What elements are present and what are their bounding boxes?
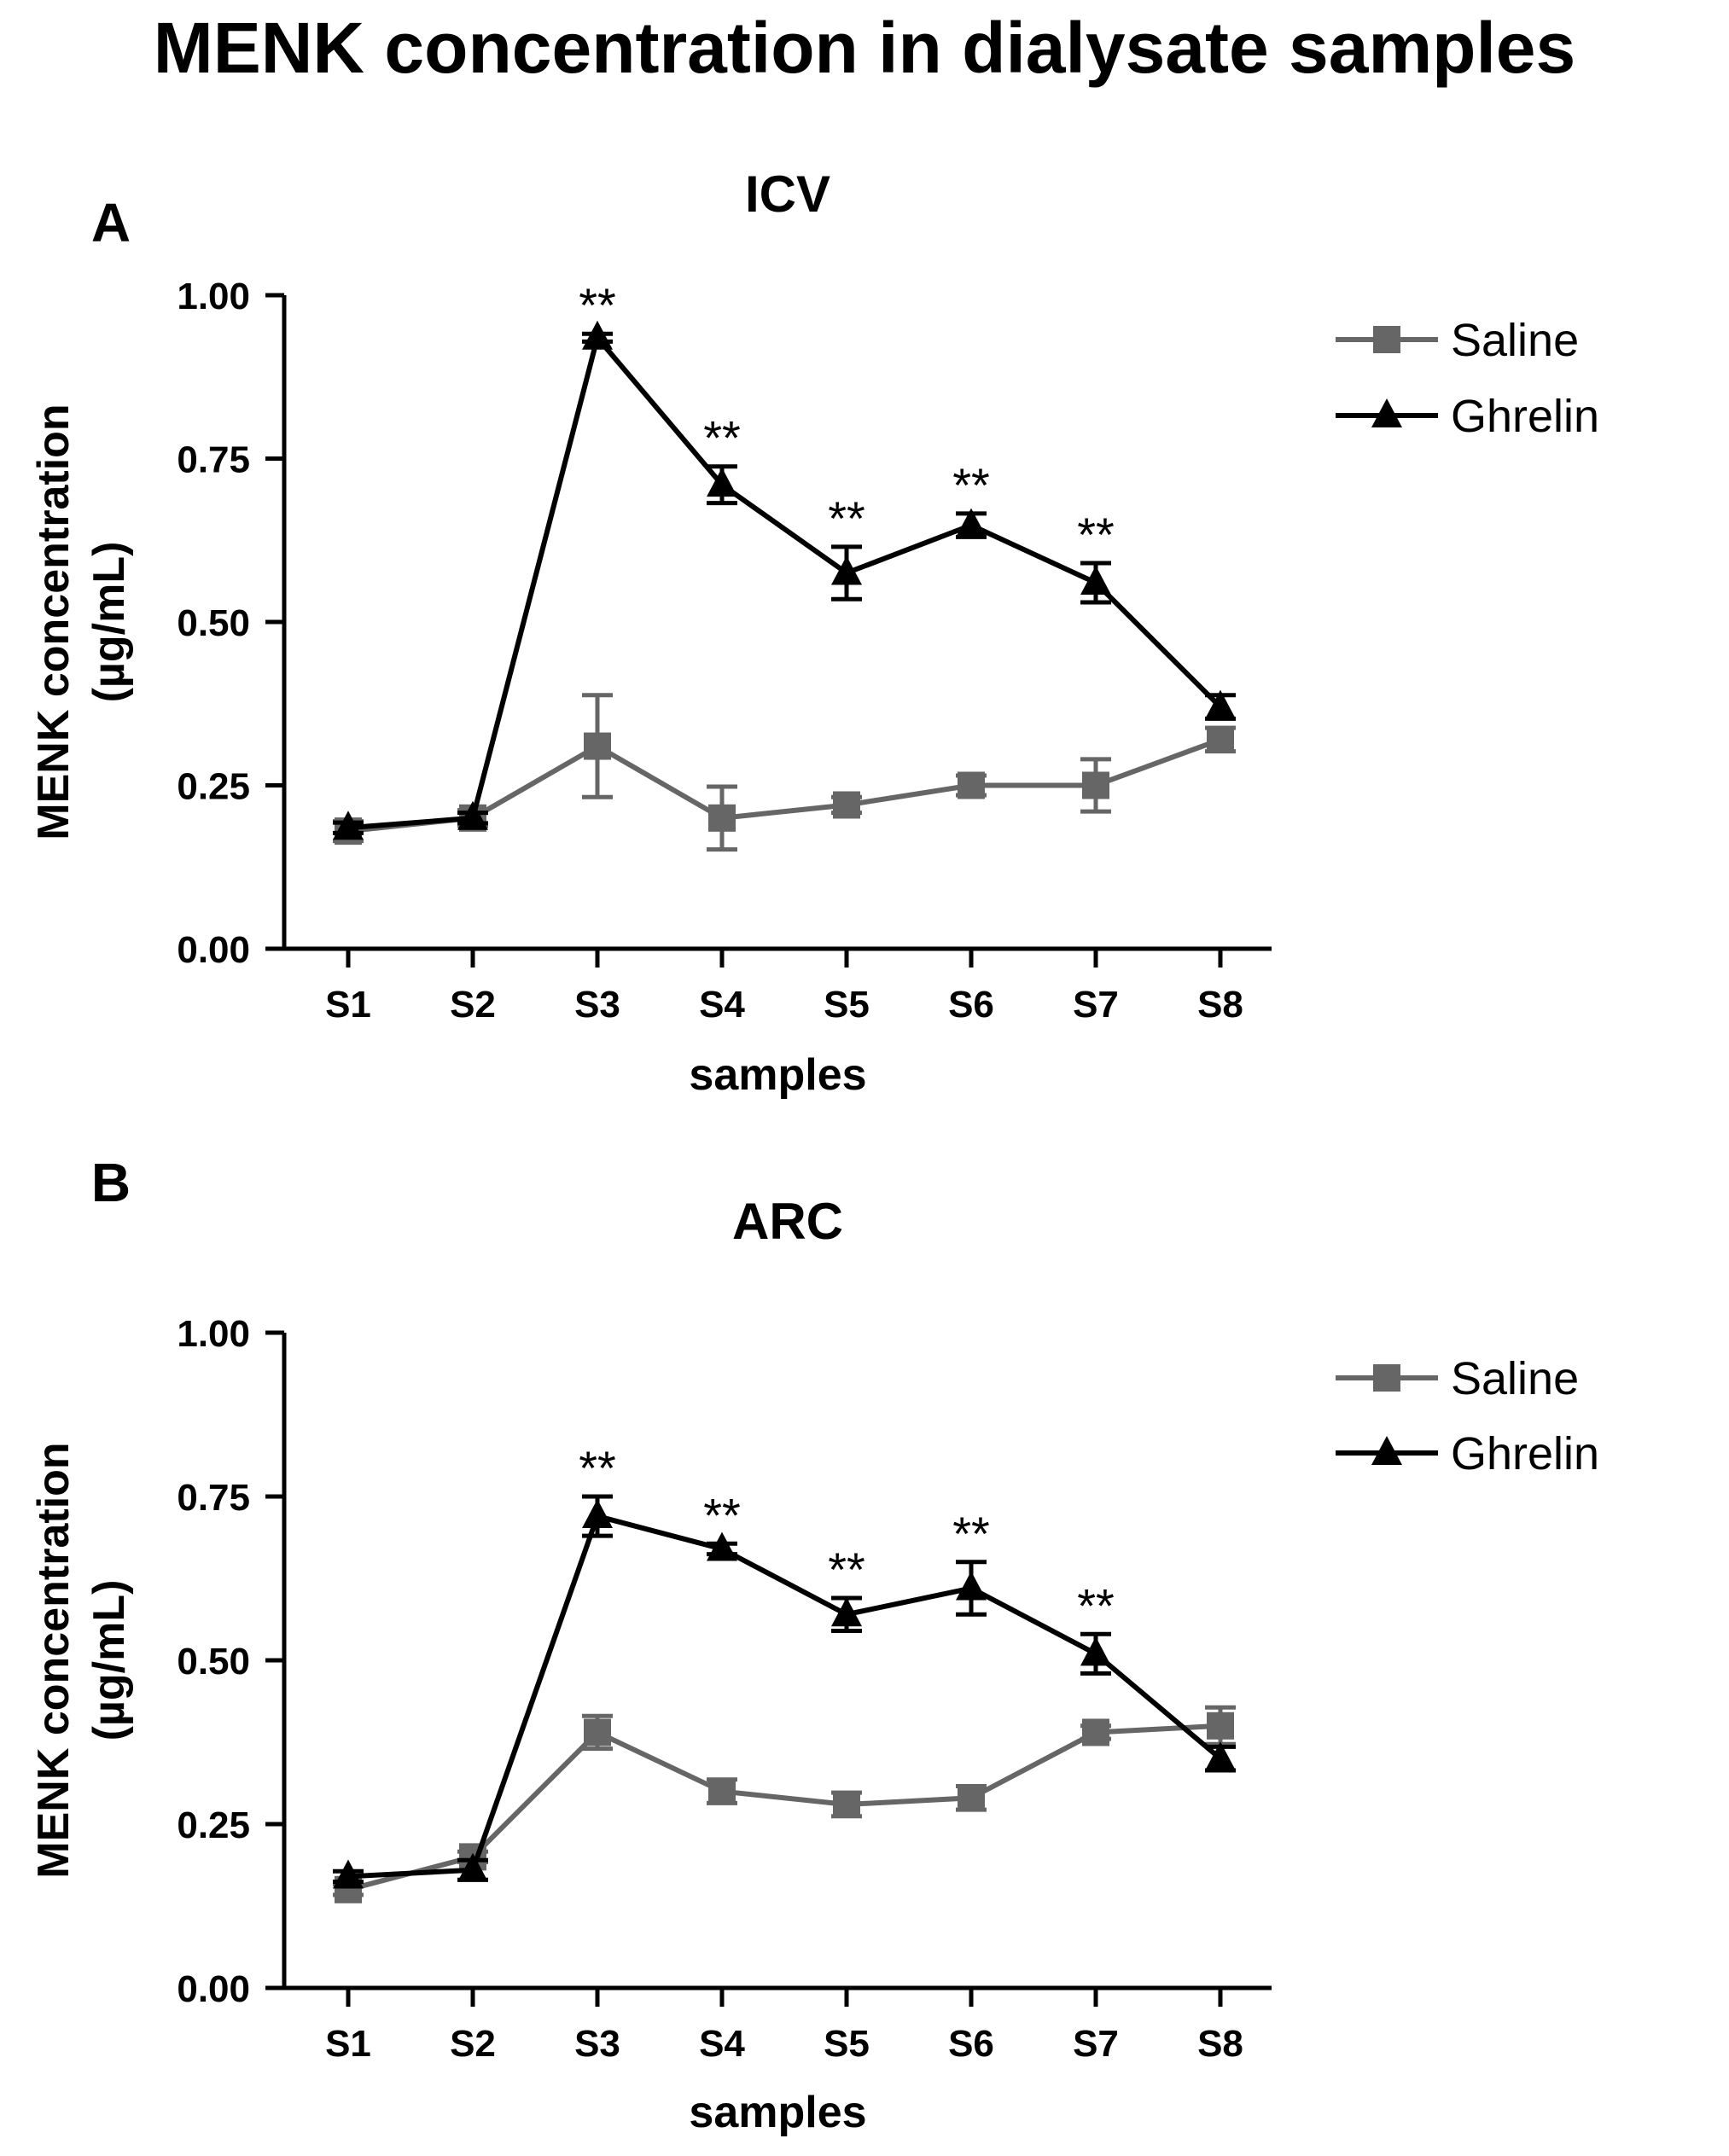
data-point-saline (708, 1777, 736, 1805)
y-axis-title: MENK concentration (29, 404, 79, 840)
data-point-ghrelin (1080, 1636, 1111, 1666)
data-point-ghrelin (831, 555, 862, 585)
series-line-saline (347, 1723, 1221, 1892)
panel-title: ARC (732, 1193, 843, 1250)
data-point-saline (958, 1784, 985, 1812)
x-tick-label: S5 (824, 2023, 870, 2065)
figure-title: MENK concentration in dialysate samples (154, 8, 1575, 88)
series-line-saline (347, 737, 1222, 834)
significance-label: ** (579, 278, 616, 332)
x-tick-label: S6 (948, 2023, 994, 2065)
legend-label: Ghrelin (1451, 1428, 1599, 1479)
series-line-ghrelin (347, 1513, 1222, 1880)
significance-label: ** (828, 491, 865, 545)
legend-item-ghrelin: Ghrelin (1336, 391, 1599, 442)
x-tick-label: S8 (1197, 984, 1243, 1026)
data-point-ghrelin (1080, 566, 1111, 596)
data-point-ghrelin (333, 1859, 364, 1889)
y-tick-label: 0.50 (177, 602, 250, 644)
significance-label: ** (579, 1441, 616, 1495)
series-ghrelin (333, 1494, 1236, 1889)
legend-label: Ghrelin (1451, 391, 1599, 442)
data-point-ghrelin (333, 811, 364, 840)
data-point-ghrelin (457, 1852, 488, 1882)
x-tick-label: S2 (450, 984, 496, 1026)
data-point-ghrelin (582, 320, 613, 350)
legend-item-ghrelin: Ghrelin (1336, 1428, 1599, 1479)
series-ghrelin (333, 320, 1236, 840)
legend-marker-square (1373, 326, 1400, 353)
data-point-saline (1082, 771, 1109, 799)
significance-label: ** (952, 458, 990, 512)
data-point-ghrelin (707, 468, 737, 497)
data-point-ghrelin (831, 1597, 862, 1627)
data-point-ghrelin (457, 800, 488, 830)
legend-label: Saline (1451, 315, 1579, 366)
data-point-ghrelin (956, 508, 987, 538)
legend-marker-triangle (1371, 398, 1402, 427)
significance-label: ** (703, 411, 741, 465)
x-tick-label: S4 (699, 2023, 745, 2065)
x-tick-label: S8 (1197, 2023, 1243, 2065)
series-line-ghrelin (347, 332, 1223, 831)
data-point-ghrelin (1205, 1741, 1236, 1771)
data-point-saline (708, 804, 736, 832)
data-point-saline (833, 791, 860, 819)
data-point-saline (833, 1790, 860, 1818)
data-point-saline (1082, 1718, 1109, 1746)
data-point-saline (1207, 1711, 1234, 1740)
x-tick-label: S2 (450, 2023, 496, 2065)
x-axis-title: samples (689, 1050, 866, 1100)
y-axis-title-units: (µg/mL) (84, 542, 134, 703)
x-tick-label: S6 (948, 984, 994, 1026)
y-tick-label: 0.00 (177, 1968, 250, 2010)
panel-a: A ICV 0.00 0.25 0.50 0.75 1.00 S1 S2 S3 S4 S5 S6 S7 S8… (29, 166, 1599, 1100)
panel-letter: B (91, 1152, 131, 1213)
panel-letter: A (91, 192, 131, 253)
x-tick-label: S1 (325, 2023, 371, 2065)
x-tick-label: S3 (574, 2023, 620, 2065)
data-point-saline (584, 732, 611, 760)
data-point-ghrelin (707, 1531, 737, 1561)
data-point-saline (958, 771, 985, 799)
y-tick-label: 0.75 (177, 1477, 250, 1519)
y-tick-label: 1.00 (177, 1313, 250, 1355)
panel-b: B ARC 0.00 0.25 0.50 0.75 1.00 S1 S2 S3 S4 S5 S6 S7 S8… (29, 1152, 1599, 2137)
data-point-ghrelin (1205, 689, 1236, 719)
data-point-saline (1207, 725, 1234, 753)
significance-label: ** (1077, 508, 1115, 561)
legend-label: Saline (1451, 1353, 1579, 1404)
x-tick-label: S3 (574, 984, 620, 1026)
y-tick-label: 1.00 (177, 276, 250, 317)
significance-label: ** (952, 1507, 990, 1560)
y-tick-label: 0.75 (177, 439, 250, 481)
y-tick-label: 0.50 (177, 1641, 250, 1682)
significance-label: ** (828, 1543, 865, 1596)
y-tick-label: 0.25 (177, 1804, 250, 1846)
y-axis-title: MENK concentration (29, 1442, 79, 1878)
x-tick-label: S7 (1073, 984, 1119, 1026)
data-point-ghrelin (956, 1571, 987, 1601)
y-axis-title-units: (µg/mL) (84, 1580, 134, 1741)
x-tick-label: S7 (1073, 2023, 1119, 2065)
x-tick-label: S5 (824, 984, 870, 1026)
x-tick-label: S4 (699, 984, 745, 1026)
x-axis-title: samples (689, 2088, 866, 2137)
legend-item-saline: Saline (1336, 1353, 1579, 1404)
data-point-ghrelin (582, 1499, 613, 1529)
legend-marker-triangle (1371, 1436, 1402, 1465)
y-tick-label: 0.00 (177, 929, 250, 971)
significance-label: ** (703, 1488, 741, 1542)
data-point-saline (584, 1718, 611, 1746)
significance-label: ** (1077, 1578, 1115, 1632)
y-tick-label: 0.25 (177, 766, 250, 808)
panel-title: ICV (745, 166, 830, 223)
legend-marker-square (1373, 1364, 1400, 1392)
legend-item-saline: Saline (1336, 315, 1579, 366)
x-tick-label: S1 (325, 984, 371, 1026)
